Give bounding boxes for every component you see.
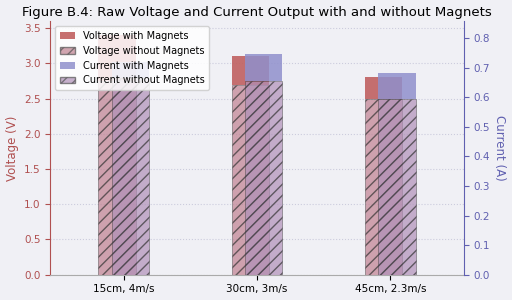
Y-axis label: Current (A): Current (A): [494, 115, 506, 181]
Bar: [232, 85, 269, 275]
Y-axis label: Voltage (V): Voltage (V): [6, 115, 18, 181]
Bar: [112, 78, 149, 275]
Legend: Voltage with Magnets, Voltage without Magnets, Current with Magnets, Current wit: Voltage with Magnets, Voltage without Ma…: [55, 26, 209, 90]
Bar: [365, 77, 402, 99]
Bar: [365, 99, 402, 275]
Bar: [378, 74, 416, 99]
Bar: [98, 35, 136, 81]
Bar: [245, 81, 282, 275]
Bar: [378, 99, 416, 275]
Title: Figure B.4: Raw Voltage and Current Output with and without Magnets: Figure B.4: Raw Voltage and Current Outp…: [22, 6, 492, 19]
Bar: [245, 54, 282, 81]
Bar: [232, 56, 269, 85]
Bar: [112, 62, 149, 78]
Bar: [98, 81, 136, 275]
